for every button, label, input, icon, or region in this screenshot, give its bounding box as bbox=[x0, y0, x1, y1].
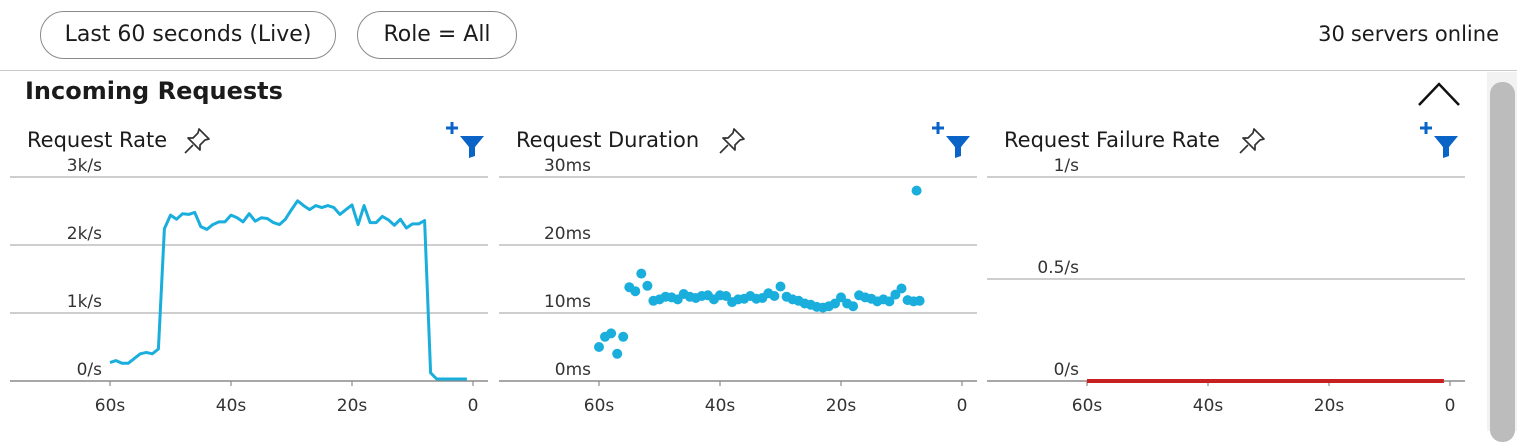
x-tick-label: 20s bbox=[826, 396, 857, 416]
pin-icon[interactable] bbox=[1237, 126, 1267, 156]
request-rate-chart: 3k/s 2k/s 1k/s 0/s 60s 40s 20s 0 Request Rate bbox=[10, 120, 488, 431]
request-rate-plot: 3k/s 2k/s 1k/s 0/s 60s 40s 20s 0 bbox=[10, 156, 488, 416]
add-filter-icon[interactable] bbox=[1420, 120, 1460, 160]
y-tick-label: 0/s bbox=[1054, 360, 1080, 380]
x-tick-label: 40s bbox=[216, 396, 247, 416]
data-point bbox=[911, 185, 922, 196]
data-point bbox=[836, 292, 846, 303]
y-tick-label: 0.5/s bbox=[1037, 258, 1079, 278]
data-point bbox=[606, 328, 617, 339]
scrollbar-thumb[interactable] bbox=[1490, 82, 1515, 442]
x-tick-label: 60s bbox=[584, 396, 615, 416]
request-failure-rate-chart: 1/s 0.5/s 0/s 60s 40s 20s 0 Request Failure Ra… bbox=[987, 120, 1465, 431]
y-tick-label: 30ms bbox=[544, 156, 591, 176]
data-point bbox=[630, 286, 641, 297]
pin-icon[interactable] bbox=[182, 126, 212, 156]
data-point bbox=[594, 342, 604, 352]
request-duration-chart: 30ms 20ms 10ms 0ms 60s 40s 20s 0 Request Durati… bbox=[499, 120, 977, 431]
y-tick-label: 20ms bbox=[544, 224, 591, 244]
series-line bbox=[109, 199, 467, 381]
y-tick-label: 3k/s bbox=[67, 156, 102, 176]
x-tick-label: 0 bbox=[1445, 396, 1456, 416]
x-tick-label: 0 bbox=[957, 396, 968, 416]
x-tick-label: 40s bbox=[1193, 396, 1224, 416]
x-tick-label: 20s bbox=[337, 396, 368, 416]
data-point bbox=[775, 281, 786, 292]
data-point bbox=[830, 298, 840, 309]
y-tick-label: 10ms bbox=[544, 292, 591, 312]
chart-title: Request Rate bbox=[27, 128, 168, 152]
x-tick-label: 20s bbox=[1314, 396, 1345, 416]
y-tick-label: 0/s bbox=[77, 360, 103, 380]
data-point bbox=[914, 295, 925, 306]
data-point bbox=[769, 291, 780, 301]
add-filter-icon[interactable] bbox=[446, 120, 486, 160]
server-status-text: servers online bbox=[1350, 22, 1499, 46]
data-point bbox=[642, 280, 653, 291]
y-tick-label: 2k/s bbox=[67, 224, 102, 244]
data-point bbox=[636, 268, 647, 279]
y-tick-label: 0ms bbox=[555, 360, 591, 380]
data-point bbox=[721, 291, 732, 301]
chart-title: Request Duration bbox=[516, 128, 700, 152]
request-failure-rate-plot: 1/s 0.5/s 0/s 60s 40s 20s 0 bbox=[987, 156, 1465, 416]
data-point bbox=[848, 301, 859, 312]
role-filter-button[interactable]: Role = All bbox=[357, 11, 517, 59]
pin-icon[interactable] bbox=[717, 126, 747, 156]
data-point bbox=[890, 289, 901, 300]
y-tick-label: 1/s bbox=[1054, 156, 1080, 176]
section-title: Incoming Requests bbox=[25, 77, 283, 105]
servers-online-status: 30 servers online bbox=[1318, 22, 1499, 46]
x-tick-label: 40s bbox=[705, 396, 736, 416]
data-point bbox=[884, 296, 895, 307]
server-count: 30 bbox=[1318, 22, 1345, 46]
add-filter-icon[interactable] bbox=[932, 120, 972, 160]
x-tick-label: 60s bbox=[95, 396, 126, 416]
request-duration-plot: 30ms 20ms 10ms 0ms 60s 40s 20s 0 bbox=[499, 156, 977, 416]
chart-title: Request Failure Rate bbox=[1004, 128, 1220, 152]
y-tick-label: 1k/s bbox=[67, 292, 102, 312]
data-point bbox=[612, 348, 623, 359]
x-tick-label: 60s bbox=[1072, 396, 1103, 416]
data-point bbox=[618, 331, 629, 342]
data-point bbox=[896, 283, 907, 294]
x-tick-label: 0 bbox=[468, 396, 479, 416]
top-toolbar: Last 60 seconds (Live) Role = All 30 serv… bbox=[0, 0, 1517, 70]
chevron-up-icon[interactable] bbox=[1414, 78, 1464, 108]
toolbar-divider bbox=[0, 70, 1517, 71]
time-range-button[interactable]: Last 60 seconds (Live) bbox=[40, 11, 336, 59]
vertical-scrollbar[interactable] bbox=[1487, 72, 1517, 442]
